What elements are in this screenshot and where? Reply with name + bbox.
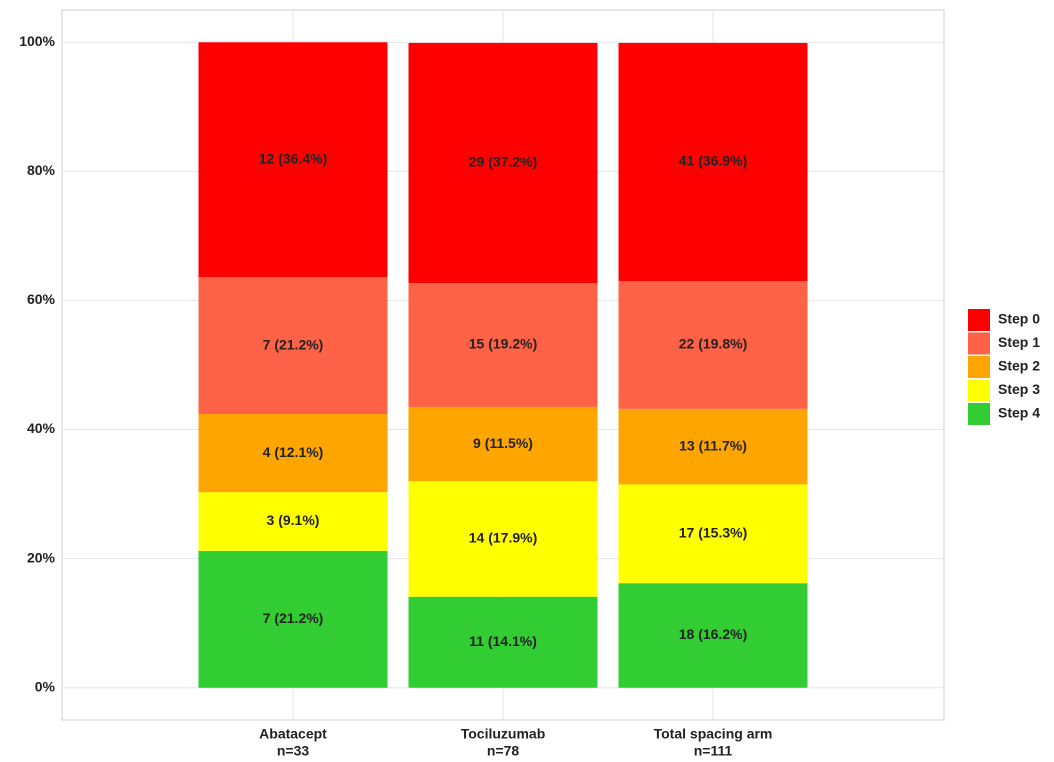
y-tick-label: 80%	[27, 162, 56, 178]
legend-label: Step 3	[998, 381, 1040, 397]
value-label: 18 (16.2%)	[679, 626, 747, 642]
bar-segment	[408, 596, 598, 688]
legend-label: Step 2	[998, 358, 1040, 374]
legend-label: Step 4	[998, 405, 1040, 421]
legend-key	[968, 403, 990, 425]
bar-segment	[408, 42, 598, 284]
y-tick-label: 100%	[19, 33, 55, 49]
x-tick-label: Tociluzumab	[461, 726, 546, 742]
value-label: 29 (37.2%)	[469, 154, 537, 170]
y-tick-label: 0%	[35, 678, 56, 694]
bar-segment	[618, 484, 808, 584]
legend-key	[968, 309, 990, 331]
bar-segment	[198, 550, 388, 688]
bar-segment	[618, 583, 808, 688]
bar-segment	[198, 414, 388, 493]
value-label: 14 (17.9%)	[469, 530, 537, 546]
y-tick-label: 40%	[27, 420, 56, 436]
bar-segment	[408, 406, 598, 482]
bar-segment	[618, 408, 808, 485]
value-label: 17 (15.3%)	[679, 524, 747, 540]
legend-key	[968, 356, 990, 378]
value-label: 7 (21.2%)	[263, 336, 324, 352]
x-tick-label: Abatacept	[259, 726, 327, 742]
value-label: 12 (36.4%)	[259, 150, 327, 166]
x-tick-note: n=33	[277, 743, 310, 759]
x-tick-label: Total spacing arm	[654, 726, 773, 742]
value-label: 3 (9.1%)	[267, 512, 320, 528]
legend-key	[968, 379, 990, 402]
bar-segment	[198, 277, 388, 415]
value-label: 11 (14.1%)	[469, 633, 537, 649]
bar-segment	[618, 42, 808, 282]
bar-segment	[408, 481, 598, 597]
y-tick-label: 60%	[27, 291, 56, 307]
legend-label: Step 0	[998, 311, 1040, 327]
legend-label: Step 1	[998, 334, 1040, 350]
value-label: 13 (11.7%)	[679, 437, 747, 453]
bar-segment	[198, 42, 388, 278]
x-tick-note: n=78	[487, 743, 520, 759]
bar-segment	[198, 492, 388, 551]
value-label: 7 (21.2%)	[263, 610, 324, 626]
value-label: 15 (19.2%)	[469, 336, 537, 352]
bar-segment	[408, 283, 598, 407]
bar-segment	[618, 281, 808, 409]
value-label: 4 (12.1%)	[263, 444, 324, 460]
value-label: 41 (36.9%)	[679, 153, 747, 169]
x-tick-note: n=111	[694, 743, 733, 759]
legend-key	[968, 332, 990, 355]
value-label: 9 (11.5%)	[473, 435, 533, 451]
y-tick-label: 20%	[27, 549, 56, 565]
value-label: 22 (19.8%)	[679, 336, 747, 352]
